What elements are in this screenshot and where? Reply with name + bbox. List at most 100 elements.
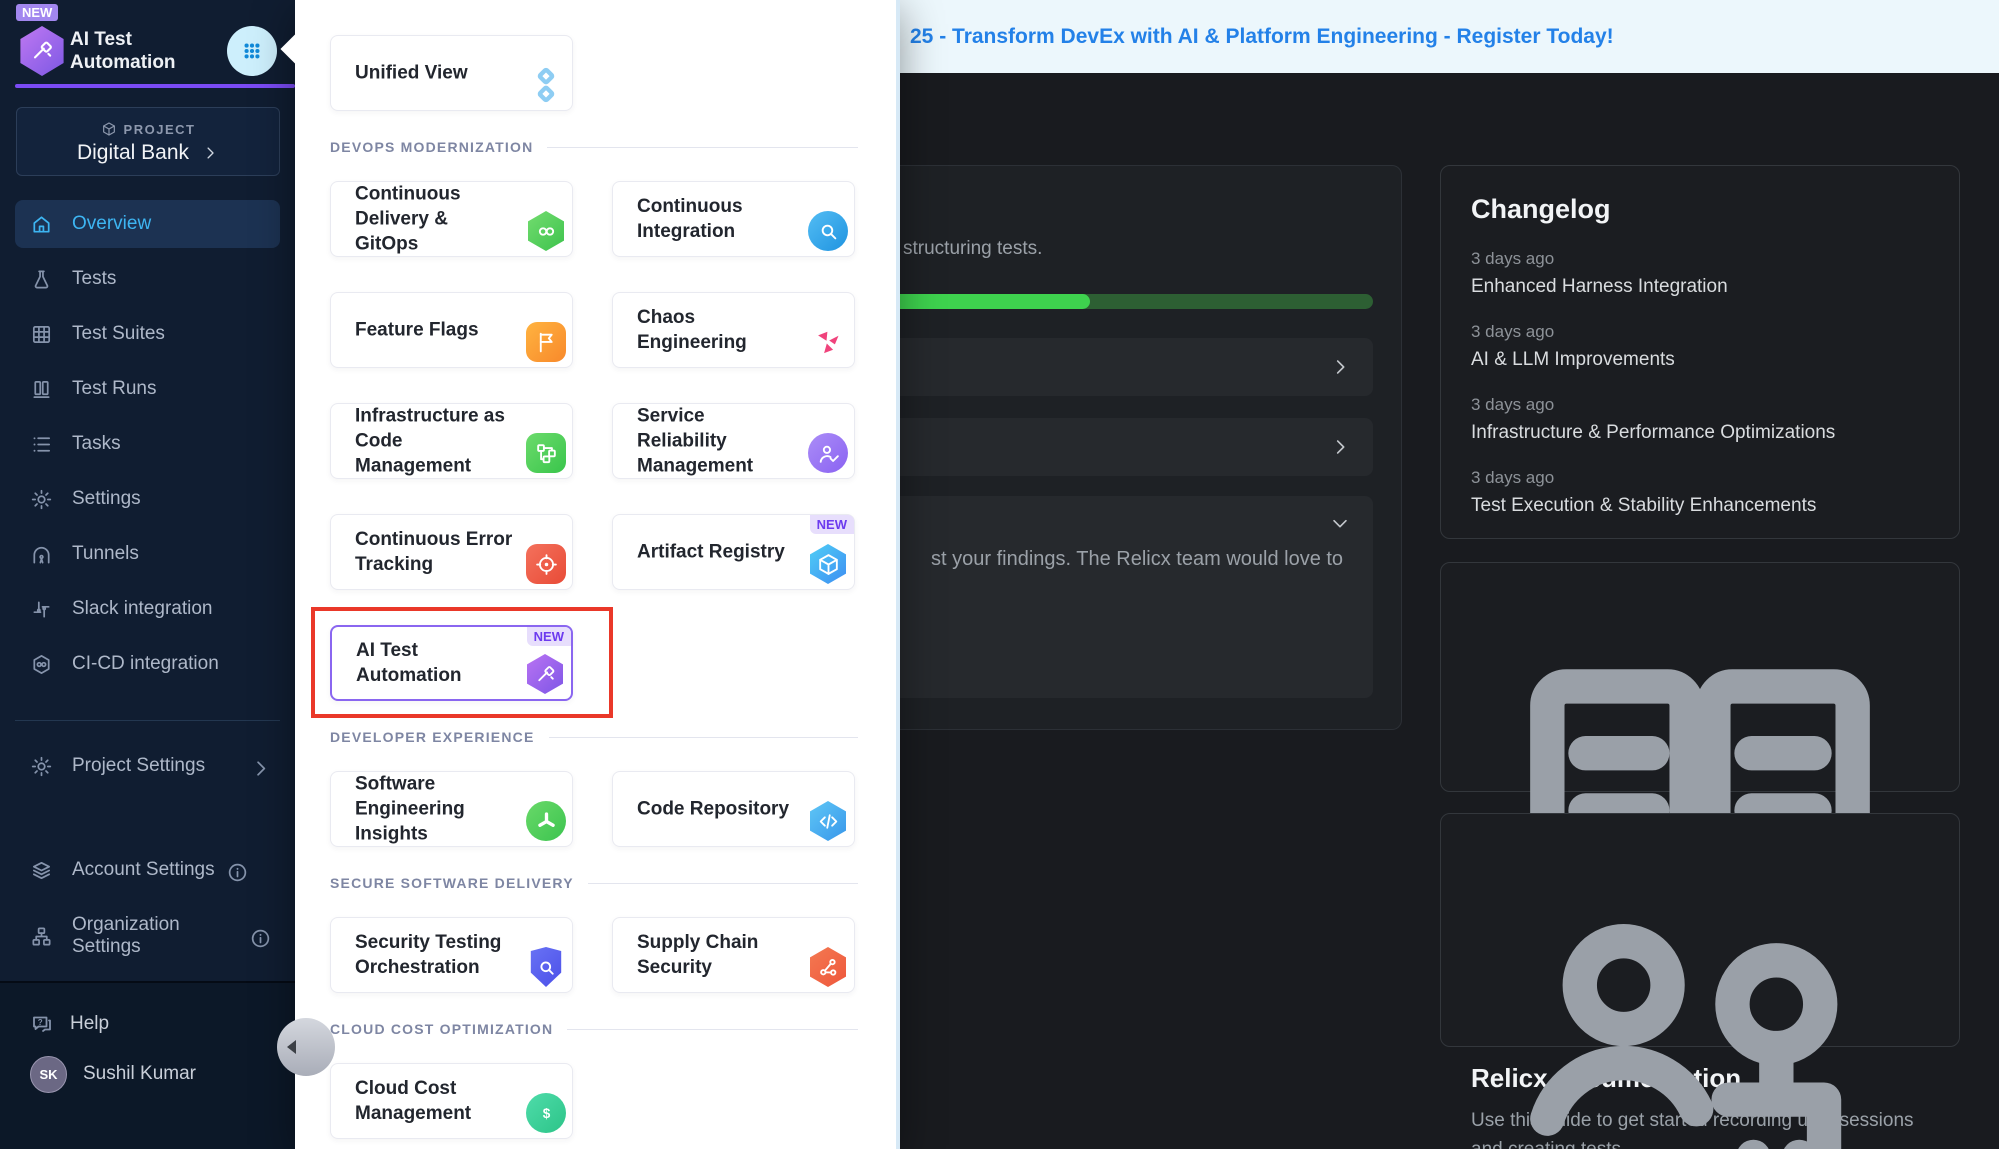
- sidebar-item-slack-integration[interactable]: Slack integration: [15, 585, 280, 633]
- changelog-entry-time: 3 days ago: [1471, 395, 1555, 414]
- new-badge: NEW: [526, 627, 571, 646]
- module-card-software-engineering-insights[interactable]: Software Engineering Insights: [330, 771, 573, 847]
- project-selector[interactable]: PROJECT Digital Bank: [16, 107, 280, 176]
- module-card-label: Unified View: [355, 62, 468, 84]
- module-card-infrastructure-as-code-management[interactable]: Infrastructure as Code Management: [330, 403, 573, 479]
- sidebar-item-ci-cd-integration[interactable]: CI-CD integration: [15, 640, 280, 688]
- new-badge: NEW: [809, 515, 854, 534]
- cicd-icon: [30, 653, 53, 676]
- section-header-cloud-cost-optimization: CLOUD COST OPTIMIZATION: [330, 1021, 858, 1037]
- module-card-label: Continuous Error Tracking: [355, 529, 513, 575]
- sidebar-item-settings[interactable]: Settings: [15, 475, 280, 523]
- info-icon[interactable]: [226, 861, 246, 881]
- sidebar-collapse-handle[interactable]: [277, 1018, 335, 1076]
- module-picker-popup: Unified View DEVOPS MODERNIZATION Contin…: [277, 0, 900, 1149]
- sidebar-item-tunnels[interactable]: Tunnels: [15, 530, 280, 578]
- section-header-secure-software-delivery: SECURE SOFTWARE DELIVERY: [330, 875, 858, 891]
- changelog-entry-title: Infrastructure & Performance Optimizatio…: [1471, 422, 1836, 443]
- project-name: Digital Bank: [76, 141, 190, 164]
- changelog-entry-time: 3 days ago: [1471, 468, 1555, 487]
- app-title: AI Test Automation: [70, 29, 176, 73]
- module-card-label: Code Repository: [637, 798, 790, 820]
- sidebar-item-label: Tunnels: [72, 543, 139, 564]
- module-picker-button[interactable]: [227, 26, 277, 76]
- sidebar-item-label: Test Runs: [72, 378, 157, 399]
- accent-divider: [15, 84, 295, 88]
- wand-icon: [527, 654, 563, 694]
- sidebar-item-account-settings[interactable]: Account Settings: [15, 846, 280, 894]
- module-card-label: Service Reliability Management: [637, 405, 754, 477]
- module-card-service-reliability-management[interactable]: Service Reliability Management: [612, 403, 855, 479]
- module-grid: Security Testing Orchestration Supply Ch…: [330, 917, 858, 993]
- module-section-label: CLOUD COST OPTIMIZATION: [330, 1021, 554, 1037]
- infinity-icon: [528, 211, 564, 251]
- grid-dots-icon: [239, 38, 265, 64]
- sidebar-nav-account: Account Settings Organization Settings: [15, 846, 280, 978]
- sidebar-item-test-suites[interactable]: Test Suites: [15, 310, 280, 358]
- sidebar-item-label: Test Suites: [72, 323, 165, 344]
- changelog-entry: 3 days ago Infrastructure & Performance …: [1471, 395, 1929, 444]
- help-button[interactable]: ? Help: [0, 999, 295, 1049]
- sidebar-item-tests[interactable]: Tests: [15, 255, 280, 303]
- orgchart-icon: [526, 433, 566, 473]
- sidebar-item-label: Overview: [72, 213, 152, 234]
- module-card-code-repository[interactable]: Code Repository: [612, 771, 855, 847]
- sidebar-item-overview[interactable]: Overview: [15, 200, 280, 248]
- person-check-icon: [808, 433, 848, 473]
- changelog-title: Changelog: [1471, 194, 1611, 224]
- grid-icon: [30, 323, 53, 346]
- module-card-unified-view[interactable]: Unified View: [330, 35, 573, 111]
- sidebar-new-badge: NEW: [16, 4, 59, 21]
- chevron-right-icon: [201, 144, 219, 162]
- sidebar-item-test-runs[interactable]: Test Runs: [15, 365, 280, 413]
- request-demo-card: Request a demo Request a demo and explor…: [1440, 813, 1960, 1149]
- changelog-entry: 3 days ago AI & LLM Improvements: [1471, 322, 1929, 371]
- harness-logo-icon: [526, 65, 566, 105]
- flag-icon: [526, 322, 566, 362]
- columns-icon: [30, 378, 53, 401]
- changelog-entry-time: 3 days ago: [1471, 322, 1555, 341]
- module-card-supply-chain-security[interactable]: Supply Chain Security: [612, 917, 855, 993]
- sidebar-item-organization-settings[interactable]: Organization Settings: [15, 901, 280, 971]
- people-icon: [1471, 842, 1929, 1149]
- magnifier-icon: [808, 211, 848, 251]
- module-card-artifact-registry[interactable]: Artifact Registry NEW: [612, 514, 855, 590]
- onboarding-description-partial: structuring tests.: [903, 238, 1043, 259]
- user-name: Sushil Kumar: [83, 1063, 196, 1084]
- sidebar-item-label: Tasks: [72, 433, 121, 454]
- sidebar-item-tasks[interactable]: Tasks: [15, 420, 280, 468]
- sidebar-item-label: Slack integration: [72, 598, 213, 619]
- sidebar-item-label: Tests: [72, 268, 117, 289]
- user-menu[interactable]: SK Sushil Kumar: [0, 1049, 295, 1099]
- sidebar-item-label: Account Settings: [72, 859, 215, 880]
- gear-icon: [30, 755, 53, 778]
- module-card-continuous-integration[interactable]: Continuous Integration: [612, 181, 855, 257]
- project-label: PROJECT: [123, 121, 196, 137]
- code-icon: [810, 801, 846, 841]
- sidebar-item-label: Settings: [72, 488, 141, 509]
- module-grid: Cloud Cost Management $: [330, 1063, 858, 1139]
- info-icon[interactable]: [249, 927, 270, 947]
- changelog-entry-title: Enhanced Harness Integration: [1471, 276, 1728, 297]
- module-section-label: DEVOPS MODERNIZATION: [330, 139, 534, 155]
- module-card-continuous-error-tracking[interactable]: Continuous Error Tracking: [330, 514, 573, 590]
- changelog-card: Changelog 3 days ago Enhanced Harness In…: [1440, 165, 1960, 539]
- ai-test-automation-logo-icon: [20, 26, 64, 76]
- sidebar-nav: Overview Tests Test Suites Test Runs Tas…: [15, 200, 280, 695]
- promo-banner-text[interactable]: 25 - Transform DevEx with AI & Platform …: [910, 25, 1614, 48]
- module-card-chaos-engineering[interactable]: Chaos Engineering: [612, 292, 855, 368]
- module-card-ai-test-automation[interactable]: AI Test Automation NEW: [330, 625, 573, 701]
- module-card-cloud-cost-management[interactable]: Cloud Cost Management $: [330, 1063, 573, 1139]
- sidebar-item-project-settings[interactable]: Project Settings: [15, 742, 280, 790]
- module-card-label: Infrastructure as Code Management: [355, 405, 505, 477]
- module-card-security-testing-orchestration[interactable]: Security Testing Orchestration: [330, 917, 573, 993]
- module-card-feature-flags[interactable]: Feature Flags: [330, 292, 573, 368]
- module-card-continuous-delivery-gitops[interactable]: Continuous Delivery & GitOps: [330, 181, 573, 257]
- flask-icon: [30, 268, 53, 291]
- gear-icon: [30, 488, 53, 511]
- changelog-entry: 3 days ago Enhanced Harness Integration: [1471, 249, 1929, 298]
- orgtree-icon: [30, 925, 53, 948]
- module-card-label: Software Engineering Insights: [355, 773, 465, 845]
- home-icon: [30, 213, 53, 236]
- module-grid: Software Engineering Insights Code Repos…: [330, 771, 858, 847]
